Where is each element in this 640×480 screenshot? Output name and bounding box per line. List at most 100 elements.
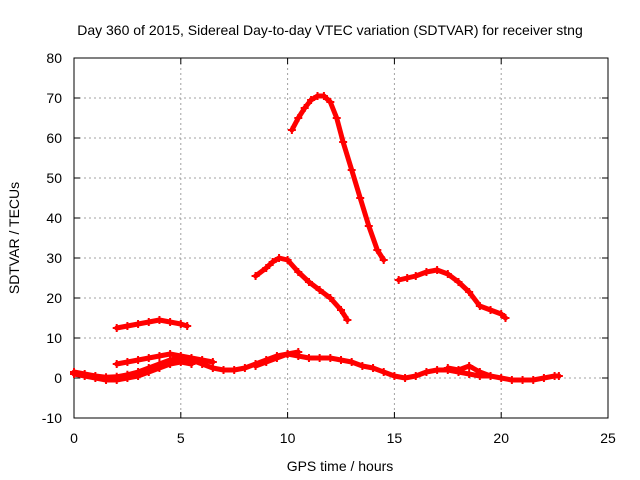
y-tick-label: 40 — [46, 210, 62, 226]
data-point — [475, 302, 484, 310]
y-tick-label: 0 — [54, 370, 62, 386]
data-point — [443, 270, 452, 278]
y-axis-label: SDTVAR / TECUs — [6, 182, 22, 294]
data-point — [272, 354, 281, 362]
x-tick-label: 25 — [600, 430, 616, 446]
series-track-4 — [251, 348, 303, 370]
data-point — [144, 368, 153, 376]
data-point — [315, 286, 324, 294]
data-point — [411, 272, 420, 280]
y-tick-label: -10 — [42, 410, 62, 426]
chart-title: Day 360 of 2015, Sidereal Day-to-day VTE… — [77, 22, 583, 38]
y-tick-label: 70 — [46, 90, 62, 106]
data-point — [497, 374, 506, 382]
data-point — [294, 348, 303, 356]
data-point — [144, 318, 153, 326]
plot-frame — [73, 57, 609, 419]
data-point — [287, 126, 296, 134]
data-point — [373, 246, 382, 254]
data-point — [187, 354, 196, 362]
data-point — [529, 376, 538, 384]
series-track-8 — [287, 92, 388, 264]
x-tick-label: 0 — [70, 430, 78, 446]
series-track-2 — [70, 358, 196, 384]
y-tick-label: 80 — [46, 50, 62, 66]
series-track-1 — [70, 350, 563, 384]
x-tick-label: 10 — [280, 430, 296, 446]
data-point — [300, 104, 309, 112]
data-point — [358, 362, 367, 370]
x-tick-label: 20 — [493, 430, 509, 446]
data-point — [356, 194, 365, 202]
data-point — [319, 92, 328, 100]
data-point — [240, 364, 249, 372]
data-point — [275, 254, 284, 262]
data-point — [262, 358, 271, 366]
data-point — [123, 374, 132, 382]
data-point — [283, 256, 292, 264]
data-point — [176, 352, 185, 360]
data-point — [268, 258, 277, 266]
data-point — [155, 364, 164, 372]
data-point — [332, 114, 341, 122]
data-point — [501, 314, 510, 322]
data-point — [304, 354, 313, 362]
data-point — [251, 272, 260, 280]
y-tick-label: 20 — [46, 290, 62, 306]
data-point — [134, 320, 143, 328]
data-point — [379, 256, 388, 264]
series-trace — [114, 351, 216, 367]
data-point — [112, 360, 121, 368]
data-point — [144, 354, 153, 362]
data-point — [422, 368, 431, 376]
data-point — [507, 376, 516, 384]
data-point — [394, 276, 403, 284]
data-point — [465, 362, 474, 370]
data-point — [390, 372, 399, 380]
data-point — [326, 98, 335, 106]
data-point — [294, 114, 303, 122]
data-point — [347, 166, 356, 174]
data-point — [403, 274, 412, 282]
data-point — [454, 278, 463, 286]
data-point — [251, 362, 260, 370]
data-point — [364, 222, 373, 230]
data-point — [339, 138, 348, 146]
data-point — [123, 322, 132, 330]
series-track-3 — [112, 350, 217, 368]
data-point — [198, 356, 207, 364]
series-track-5 — [443, 362, 495, 380]
x-tick-label: 5 — [177, 430, 185, 446]
data-point — [554, 372, 563, 380]
data-point — [70, 370, 78, 378]
y-tick-label: 30 — [46, 250, 62, 266]
data-point — [112, 324, 121, 332]
data-point — [486, 372, 495, 380]
data-point — [401, 374, 410, 382]
y-tick-label: 10 — [46, 330, 62, 346]
data-point — [433, 266, 442, 274]
data-point — [315, 354, 324, 362]
data-point — [91, 374, 100, 382]
data-point — [183, 322, 192, 330]
data-point — [134, 372, 143, 380]
data-point — [123, 358, 132, 366]
data-point — [411, 372, 420, 380]
data-point — [379, 368, 388, 376]
data-point — [294, 268, 303, 276]
data-point — [454, 366, 463, 374]
x-tick-label: 15 — [387, 430, 403, 446]
data-point — [486, 306, 495, 314]
x-axis-label: GPS time / hours — [287, 458, 394, 474]
data-point — [262, 264, 271, 272]
data-point — [337, 356, 345, 364]
series-trace — [289, 93, 387, 263]
data-point — [326, 354, 335, 362]
data-point — [208, 358, 217, 366]
data-point — [80, 372, 89, 380]
data-point — [497, 310, 506, 318]
data-point — [443, 364, 452, 372]
data-layer — [70, 92, 563, 384]
axis-ticks: 0 5 10 15 20 25 -10 0 10 20 30 40 50 60 70 80 — [42, 50, 616, 446]
series-track-6 — [112, 316, 192, 332]
